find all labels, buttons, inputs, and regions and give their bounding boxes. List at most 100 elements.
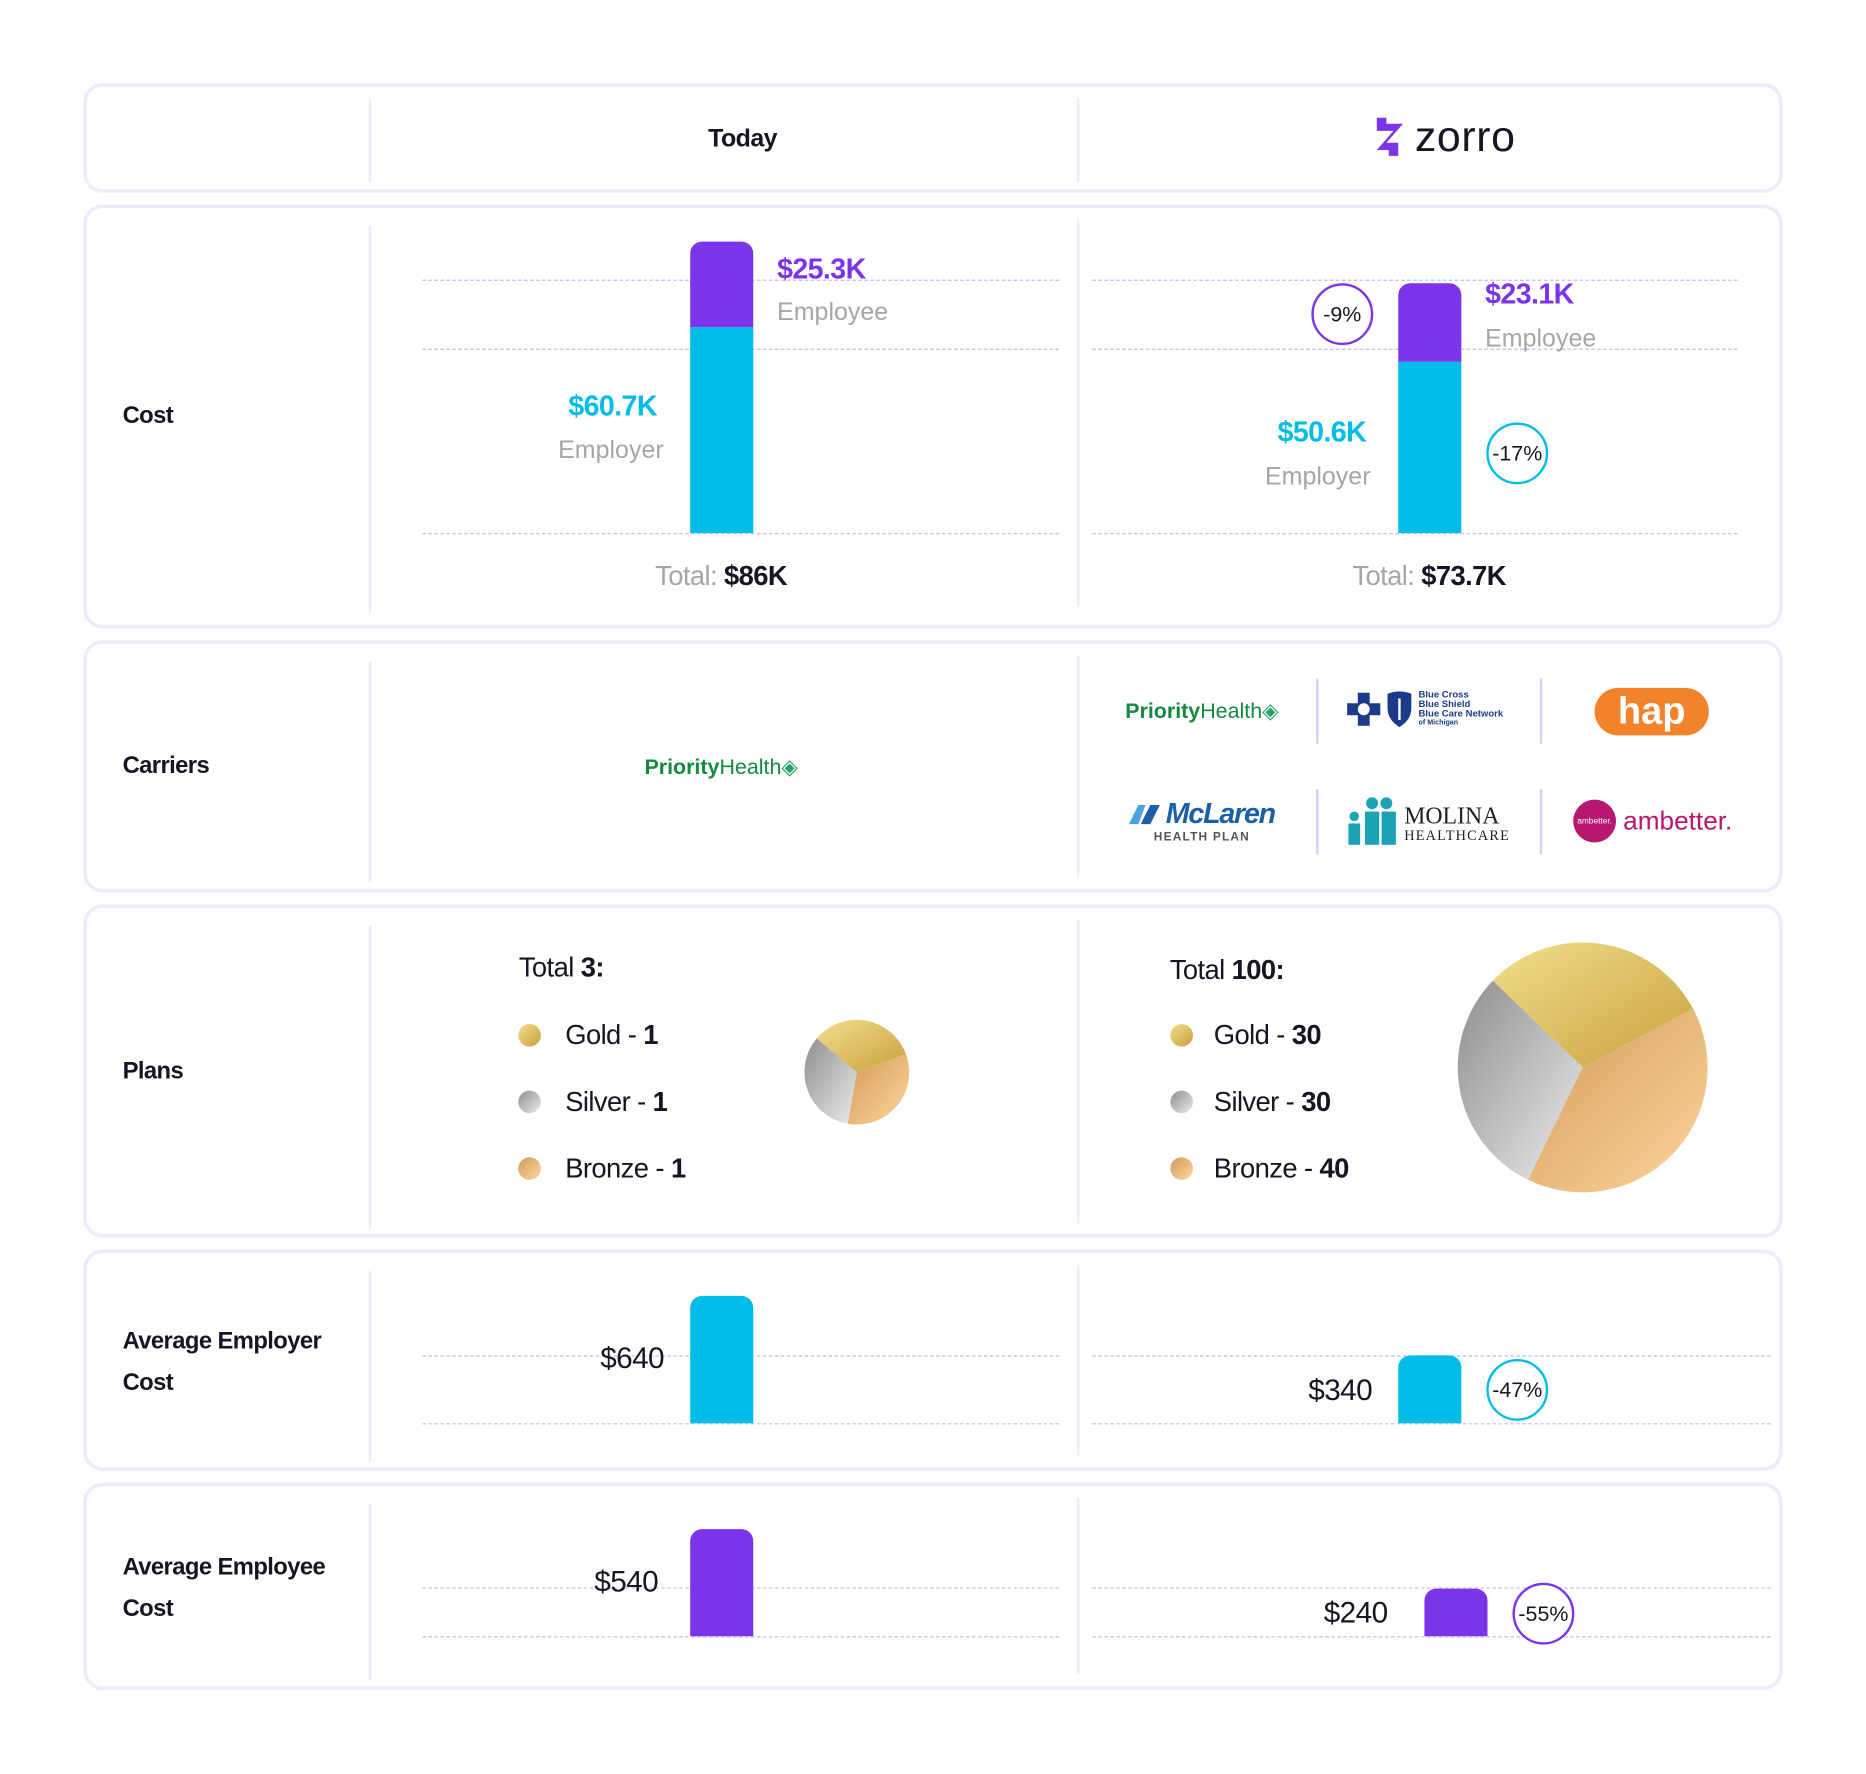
legend-dot-silver	[518, 1090, 541, 1114]
legend-dot-silver	[1170, 1090, 1193, 1114]
logo-text: MOLINA	[1404, 803, 1500, 830]
zorro-z-icon	[1376, 117, 1404, 156]
total-cost-today: Total: $86K	[655, 559, 788, 592]
pie-slice-gold	[816, 1019, 907, 1073]
pie-slice-bronze	[1527, 1008, 1708, 1193]
avg-employee-change-badge: -55%	[1512, 1582, 1575, 1645]
employer-label-today: Employer	[558, 436, 664, 465]
logo-text: Priority	[1125, 699, 1201, 723]
legend-name: Gold	[565, 1019, 621, 1051]
carrier-logo-priorityhealth-today: PriorityHealth◈	[644, 755, 797, 780]
column-divider	[368, 1504, 372, 1681]
row-label-carriers: Carriers	[122, 752, 210, 779]
plans-total-zorro: Total 100:	[1170, 954, 1285, 986]
priority-leaf-icon: ◈	[781, 755, 798, 779]
legend-name: Bronze	[1213, 1152, 1298, 1184]
logo-text: Priority	[644, 755, 720, 779]
total-value: $86K	[724, 559, 788, 591]
cost-row	[83, 204, 1783, 629]
column-divider	[368, 1270, 372, 1462]
legend-name: Bronze	[565, 1152, 649, 1184]
pie-slice-bronze	[847, 1054, 910, 1125]
total-label: Total:	[655, 559, 718, 591]
employer-cost-today: $60.7K	[568, 390, 657, 423]
carrier-logo-hap: hap	[1594, 687, 1709, 736]
molina-text: MOLINA HEALTHCARE	[1404, 803, 1510, 845]
employee-cost-today: $25.3K	[777, 253, 866, 286]
zorro-wordmark: zorro	[1414, 111, 1516, 161]
logo-text: Health	[719, 755, 782, 779]
legend-name: Silver	[1213, 1085, 1279, 1117]
plans-pie-today	[804, 1019, 910, 1125]
column-divider	[368, 98, 372, 183]
blue-cross-icon	[1347, 692, 1381, 726]
gridline	[1092, 1423, 1771, 1425]
logo-text: HEALTH PLAN	[1153, 831, 1250, 845]
avg-employer-zorro-value: $340	[1308, 1373, 1373, 1408]
employer-segment	[690, 327, 754, 534]
column-divider	[368, 661, 372, 882]
plans-row	[83, 904, 1783, 1238]
employee-segment	[690, 241, 754, 328]
logo-divider	[1539, 678, 1542, 744]
legend-value: 1	[652, 1085, 668, 1117]
avg-employer-bar-zorro	[1398, 1355, 1462, 1424]
avg-employer-bar-today	[690, 1296, 754, 1424]
employer-change-badge: -17%	[1486, 422, 1549, 485]
avg-employee-zorro-value: $240	[1323, 1596, 1388, 1630]
today-column-header: Today	[708, 124, 777, 153]
legend-item-gold: Gold - 1	[565, 1019, 658, 1051]
plans-pie-zorro	[1457, 942, 1708, 1193]
plans-total-today: Total 3:	[519, 951, 605, 983]
row-label-plans: Plans	[122, 1058, 184, 1085]
carrier-logo-priorityhealth: PriorityHealth◈	[1125, 699, 1278, 724]
logo-divider	[1316, 788, 1318, 855]
legend-dot-bronze	[1170, 1157, 1193, 1180]
employee-segment	[1398, 283, 1462, 362]
bcbs-text: Blue Cross Blue Shield Blue Care Network of…	[1418, 690, 1503, 728]
column-divider	[368, 925, 372, 1230]
column-divider	[1076, 919, 1080, 1224]
avg-employer-today-value: $640	[600, 1341, 665, 1376]
pie-slice-silver	[804, 1038, 857, 1124]
logo-text: Blue Shield	[1418, 698, 1471, 710]
row-label-avg-employee: Average Employee Cost	[122, 1554, 326, 1622]
avg-employee-bar-zorro	[1424, 1588, 1488, 1637]
blue-shield-icon	[1387, 691, 1412, 728]
column-divider	[1076, 220, 1080, 607]
avg-employee-bar-today	[690, 1528, 754, 1637]
gridline	[422, 533, 1060, 535]
total-value: $73.7K	[1421, 559, 1506, 591]
row-label-avg-employer: Average Employer Cost	[122, 1328, 322, 1396]
total-cost-zorro: Total: $73.7K	[1352, 560, 1506, 592]
logo-text: Health	[1200, 699, 1263, 723]
gridline	[1092, 1587, 1771, 1589]
employer-segment	[1398, 361, 1462, 534]
logo-text: McLaren	[1165, 797, 1276, 831]
legend-value: 1	[670, 1152, 686, 1184]
avg-employer-row	[83, 1249, 1783, 1471]
legend-item-bronze: Bronze - 1	[565, 1152, 686, 1184]
ambetter-circle-icon: ambetter.	[1573, 799, 1617, 843]
legend-value: 30	[1301, 1085, 1331, 1117]
employee-change-badge: -9%	[1311, 283, 1374, 346]
logo-text: Blue Care Network	[1418, 708, 1504, 719]
carrier-logo-mclaren: McLaren HEALTH PLAN	[1128, 797, 1276, 845]
column-divider	[1076, 98, 1080, 183]
employer-cost-zorro: $50.6K	[1277, 416, 1367, 449]
legend-name: Gold	[1213, 1019, 1270, 1051]
employer-label-zorro: Employer	[1264, 462, 1371, 491]
logo-text: of Michigan	[1418, 719, 1459, 728]
logo-text: HEALTHCARE	[1404, 827, 1510, 844]
legend-item-gold: Gold - 30	[1213, 1019, 1322, 1051]
legend-dot-bronze	[518, 1157, 541, 1180]
gridline	[1092, 533, 1738, 535]
carrier-logo-molina: MOLINA HEALTHCARE	[1348, 797, 1510, 845]
gridline	[1092, 1636, 1771, 1638]
column-divider	[368, 226, 372, 613]
legend-value: 30	[1291, 1019, 1322, 1051]
legend-value: 40	[1319, 1152, 1350, 1184]
legend-name: Silver	[565, 1085, 631, 1117]
zorro-logo: zorro	[1374, 115, 1515, 158]
